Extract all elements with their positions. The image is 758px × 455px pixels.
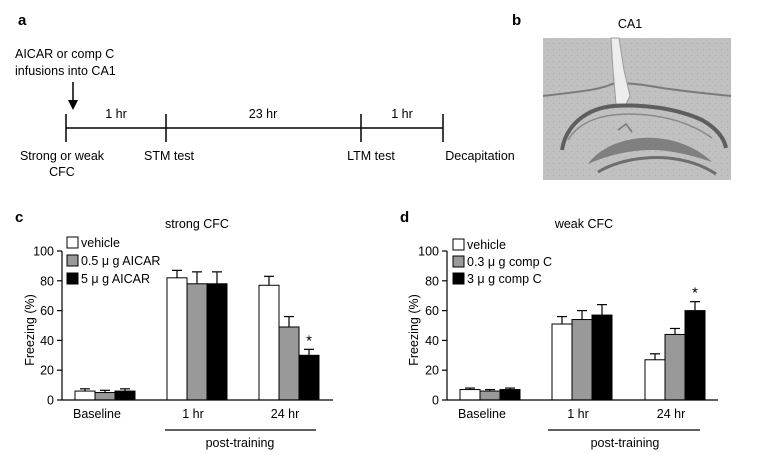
hippocampus-histology-image	[542, 37, 732, 180]
chart-d-significance-marker: *	[692, 285, 698, 302]
chart-d-group-label: post-training	[591, 436, 660, 450]
chart-d-legend-swatch-vehicle	[452, 238, 465, 251]
chart-d-y-tick-label-100: 100	[418, 245, 439, 259]
chart-d-bar-1hr-3-g-comp-c	[591, 314, 613, 401]
panel-a-label: a	[18, 12, 27, 29]
chart-c-legend-swatch-low	[66, 254, 79, 267]
chart-d-legend: vehicle 0.3 μ g comp C 3 μ g comp C	[452, 238, 552, 286]
chart-d-bar-24hr-3-g-comp-c	[684, 310, 706, 401]
chart-d-legend-swatch-high	[452, 272, 465, 285]
event-label-cfc-line2: CFC	[49, 165, 75, 179]
panel-b-label: b	[512, 12, 521, 29]
chart-c-bar-24hr-vehicle	[258, 284, 280, 401]
infusion-arrowhead	[68, 100, 78, 110]
panel-b: b CA1	[512, 12, 732, 180]
chart-c-bar-24hr-5-g-aicar	[298, 354, 320, 401]
chart-d-bar-baseline-0-3-g-comp-c	[479, 390, 501, 401]
chart-d-bar-1hr-0-3-g-comp-c	[571, 319, 593, 401]
chart-c-bar-1hr-0-5-g-aicar	[186, 283, 208, 401]
chart-c-bar-1hr-vehicle	[166, 277, 188, 401]
chart-c-y-tick-label-0: 0	[47, 394, 54, 408]
chart-c-category-baseline: Baseline	[73, 407, 121, 421]
chart-c-category-1hr: 1 hr	[182, 407, 204, 421]
chart-d-legend-label-high: 3 μ g comp C	[467, 272, 542, 286]
interval-label-1: 1 hr	[105, 107, 127, 121]
infusion-label-line1: AICAR or comp C	[15, 47, 114, 61]
chart-c-legend-label-vehicle: vehicle	[81, 236, 120, 250]
chart-c-legend-swatch-vehicle	[66, 236, 79, 249]
chart-c-legend-label-high: 5 μ g AICAR	[81, 272, 150, 286]
chart-c-title: strong CFC	[165, 217, 229, 231]
chart-c-group-label: post-training	[206, 436, 275, 450]
infusion-label-line2: infusions into CA1	[15, 64, 116, 78]
chart-c-bars: *	[74, 269, 320, 401]
event-label-stm: STM test	[144, 149, 195, 163]
chart-d-bar-baseline-3-g-comp-c	[499, 389, 521, 401]
chart-d-legend-swatch-low	[452, 255, 465, 268]
event-label-ltm: LTM test	[347, 149, 395, 163]
chart-d-category-24hr: 24 hr	[657, 407, 686, 421]
chart-c-bar-baseline-vehicle	[74, 390, 96, 401]
chart-c-legend: vehicle 0.5 μ g AICAR 5 μ g AICAR	[66, 236, 160, 286]
panel-d-label: d	[400, 209, 409, 226]
panel-c: c strong CFC Freezing (%) 0 20 40 60 80 100 *…	[15, 209, 333, 450]
chart-d-title: weak CFC	[554, 217, 613, 231]
event-label-decapitation: Decapitation	[445, 149, 515, 163]
chart-c-bar-baseline-0-5-g-aicar	[94, 392, 116, 401]
event-label-cfc-line1: Strong or weak	[20, 149, 105, 163]
panel-c-label: c	[15, 209, 23, 226]
chart-d-y-ticks: 0 20 40 60 80 100	[418, 245, 447, 408]
chart-c-y-ticks: 0 20 40 60 80 100	[33, 245, 62, 408]
chart-c-y-tick-label-60: 60	[40, 304, 54, 318]
chart-c-y-tick-label-100: 100	[33, 245, 54, 259]
chart-d-y-tick-label-80: 80	[425, 274, 439, 288]
chart-d-bar-baseline-vehicle	[459, 389, 481, 401]
chart-d-bar-24hr-vehicle	[644, 359, 666, 401]
chart-c-category-24hr: 24 hr	[271, 407, 300, 421]
interval-label-3: 1 hr	[391, 107, 413, 121]
chart-c-y-tick-label-40: 40	[40, 334, 54, 348]
chart-c-y-tick-label-80: 80	[40, 274, 54, 288]
chart-c-bar-24hr-0-5-g-aicar	[278, 326, 300, 401]
chart-c-y-axis-title: Freezing (%)	[23, 294, 37, 366]
chart-c-bar-baseline-5-g-aicar	[114, 390, 136, 401]
interval-label-2: 23 hr	[249, 107, 278, 121]
chart-c-legend-swatch-high	[66, 272, 79, 285]
chart-d-y-tick-label-60: 60	[425, 304, 439, 318]
chart-d-y-axis-title: Freezing (%)	[407, 294, 421, 366]
chart-d-bars: *	[459, 285, 706, 401]
chart-d-legend-label-low: 0.3 μ g comp C	[467, 255, 552, 269]
chart-d-category-baseline: Baseline	[458, 407, 506, 421]
chart-d-bar-24hr-0-3-g-comp-c	[664, 333, 686, 401]
chart-d-category-1hr: 1 hr	[567, 407, 589, 421]
chart-d-y-tick-label-0: 0	[432, 394, 439, 408]
panel-b-title: CA1	[618, 17, 642, 31]
chart-d-y-tick-label-20: 20	[425, 364, 439, 378]
chart-c-y-tick-label-20: 20	[40, 364, 54, 378]
chart-c-bar-1hr-5-g-aicar	[206, 283, 228, 401]
chart-d-bar-1hr-vehicle	[551, 323, 573, 401]
panel-a: a AICAR or comp C infusions into CA1 1 h…	[15, 12, 515, 179]
chart-d-legend-label-vehicle: vehicle	[467, 238, 506, 252]
chart-c-significance-marker: *	[306, 332, 312, 349]
chart-c-legend-label-low: 0.5 μ g AICAR	[81, 254, 160, 268]
chart-d-y-tick-label-40: 40	[425, 334, 439, 348]
panel-d: d weak CFC Freezing (%) 0 20 40 60 80 100 * B…	[400, 209, 718, 450]
